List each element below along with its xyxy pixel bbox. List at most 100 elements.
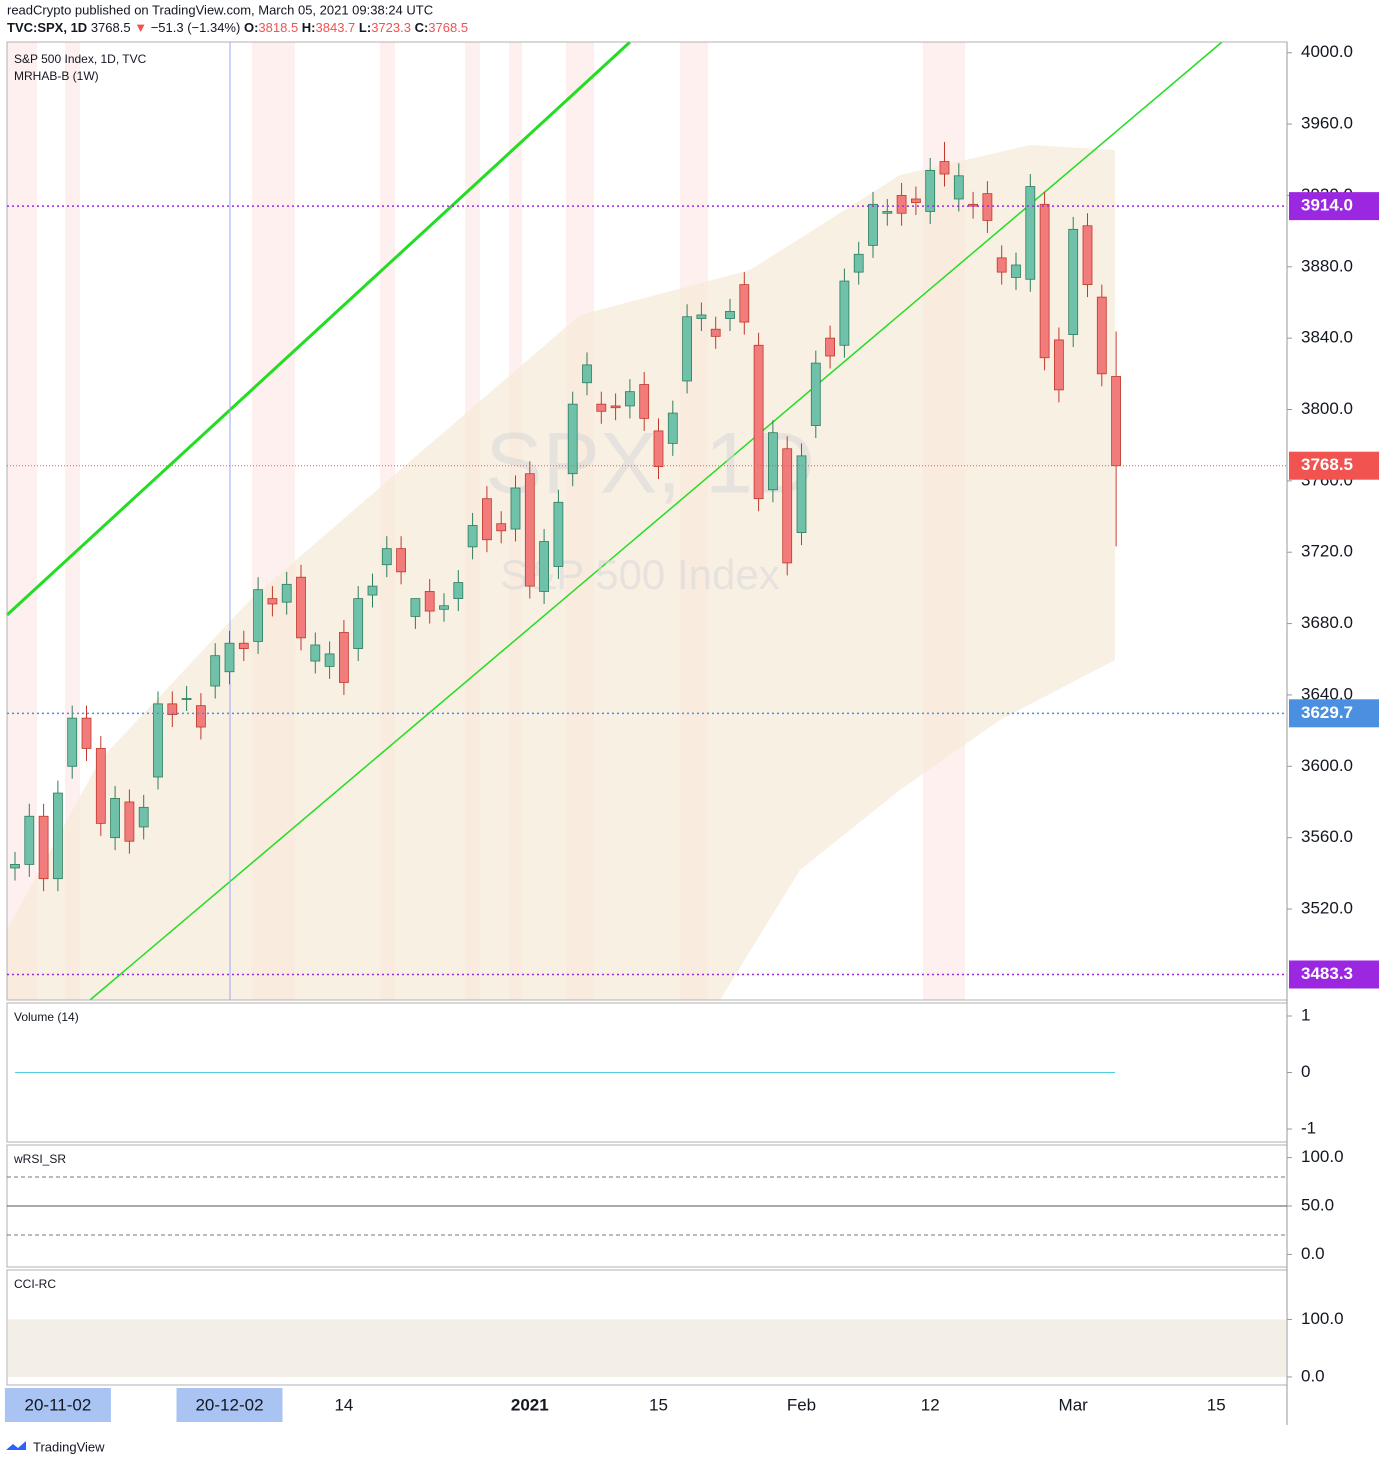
last-close: 3768.5 [91, 20, 131, 35]
candle-body [467, 525, 478, 548]
x-tick-label: 20-12-02 [195, 1395, 263, 1414]
y-tick-label: 3840.0 [1301, 328, 1353, 347]
candle-body [267, 598, 278, 605]
candle-body [825, 337, 835, 357]
candle-body [582, 364, 592, 384]
candle-body [725, 310, 735, 319]
candle-body [296, 576, 306, 639]
candle-body [782, 448, 793, 564]
symbol-line: TVC:SPX, 1D 3768.5 ▼ −51.3 (−1.34%) O:38… [7, 20, 468, 35]
candle-body [524, 473, 535, 587]
candle-body [1096, 296, 1107, 375]
tv-logo [6, 1441, 26, 1450]
price-label-box [1289, 960, 1379, 989]
y-tick-label: 3880.0 [1301, 256, 1353, 275]
h-label: H: [302, 20, 316, 35]
candle-body [10, 864, 20, 869]
price-label-box [1289, 699, 1379, 728]
publisher: readCrypto published on TradingView.com,… [7, 2, 433, 17]
candle-body [596, 403, 607, 412]
x-tick-label: 15 [1207, 1395, 1226, 1414]
candle-body [1111, 376, 1121, 467]
candle-body [1054, 339, 1064, 391]
candle-body [353, 598, 364, 649]
candle-body [796, 455, 807, 533]
chart-subtitle: MRHAB-B (1W) [14, 69, 99, 83]
candle-body [410, 598, 421, 617]
channel-band [7, 145, 1115, 1000]
x-tick-label: 20-11-02 [25, 1395, 92, 1414]
candle-body [1039, 203, 1050, 359]
candle-body [338, 632, 349, 683]
candle-body [238, 642, 249, 649]
l-label: L: [359, 20, 371, 35]
x-tick-label: Mar [1059, 1395, 1089, 1414]
candle-body [153, 703, 163, 778]
candle-body [625, 391, 635, 407]
candle-body [253, 589, 264, 642]
x-tick-label: 12 [921, 1395, 940, 1414]
y-tick-label: 0.0 [1301, 1244, 1325, 1263]
candle-body [496, 523, 507, 532]
l-value: 3723.3 [371, 20, 411, 35]
y-tick-label: 100.0 [1301, 1147, 1344, 1166]
candle-body [195, 705, 206, 728]
candle-body [224, 642, 235, 673]
symbol: TVC:SPX, 1D [7, 20, 87, 35]
candle-body [381, 548, 392, 566]
candle-body [95, 748, 106, 824]
candle-body [138, 806, 149, 828]
pane-band [8, 1319, 1286, 1377]
candle-body [124, 801, 135, 842]
candle-body [996, 257, 1007, 273]
candle-body [67, 717, 78, 767]
candle-body [553, 501, 564, 567]
y-tick-label: 50.0 [1301, 1195, 1334, 1214]
y-tick-label: 3720.0 [1301, 542, 1353, 561]
candle-body [396, 548, 407, 573]
y-tick-label: 3680.0 [1301, 613, 1353, 632]
candle-body [1011, 264, 1021, 278]
candle-body [911, 198, 921, 203]
x-tick-label: 15 [649, 1395, 668, 1414]
y-tick-label: 3600.0 [1301, 756, 1353, 775]
candle-body [839, 280, 850, 346]
x-tick-label: 14 [334, 1395, 353, 1414]
o-label: O: [244, 20, 258, 35]
candle-body [853, 253, 864, 273]
price-label: 3483.3 [1301, 964, 1353, 983]
candle-body [810, 362, 821, 426]
y-tick-label: 3800.0 [1301, 399, 1353, 418]
candle-body [868, 203, 878, 246]
last-price-label: 3768.5 [1301, 455, 1353, 474]
candle-body [110, 798, 120, 839]
price-label: 3629.7 [1301, 703, 1353, 722]
candle-body [953, 175, 964, 200]
candle-body [38, 815, 49, 880]
chart-title: S&P 500 Index, 1D, TVC [14, 52, 147, 66]
pane-title: Volume (14) [14, 1010, 79, 1024]
candle-body [939, 161, 950, 175]
y-tick-label: 3560.0 [1301, 827, 1353, 846]
candle-body [667, 412, 678, 444]
date-label-box [176, 1388, 283, 1422]
price-label: 3914.0 [1301, 196, 1353, 215]
candle-body [181, 698, 192, 700]
y-tick-label: 1 [1301, 1005, 1310, 1024]
candle-body [167, 703, 178, 715]
trendline [5, 40, 632, 617]
h-value: 3843.7 [316, 20, 356, 35]
candle-body [81, 717, 92, 749]
candle-body [24, 815, 35, 865]
y-tick-label: 4000.0 [1301, 42, 1353, 61]
change: −51.3 (−1.34%) [151, 20, 241, 35]
y-tick-label: 0 [1301, 1062, 1310, 1081]
candle-body [367, 585, 378, 596]
y-tick-label: 3640.0 [1301, 684, 1353, 703]
y-tick-label: -1 [1301, 1118, 1316, 1137]
y-tick-label: 100.0 [1301, 1309, 1344, 1328]
c-label: C: [415, 20, 429, 35]
candle-body [453, 582, 464, 600]
candle-body [653, 430, 664, 467]
y-tick-label: 3520.0 [1301, 899, 1353, 918]
